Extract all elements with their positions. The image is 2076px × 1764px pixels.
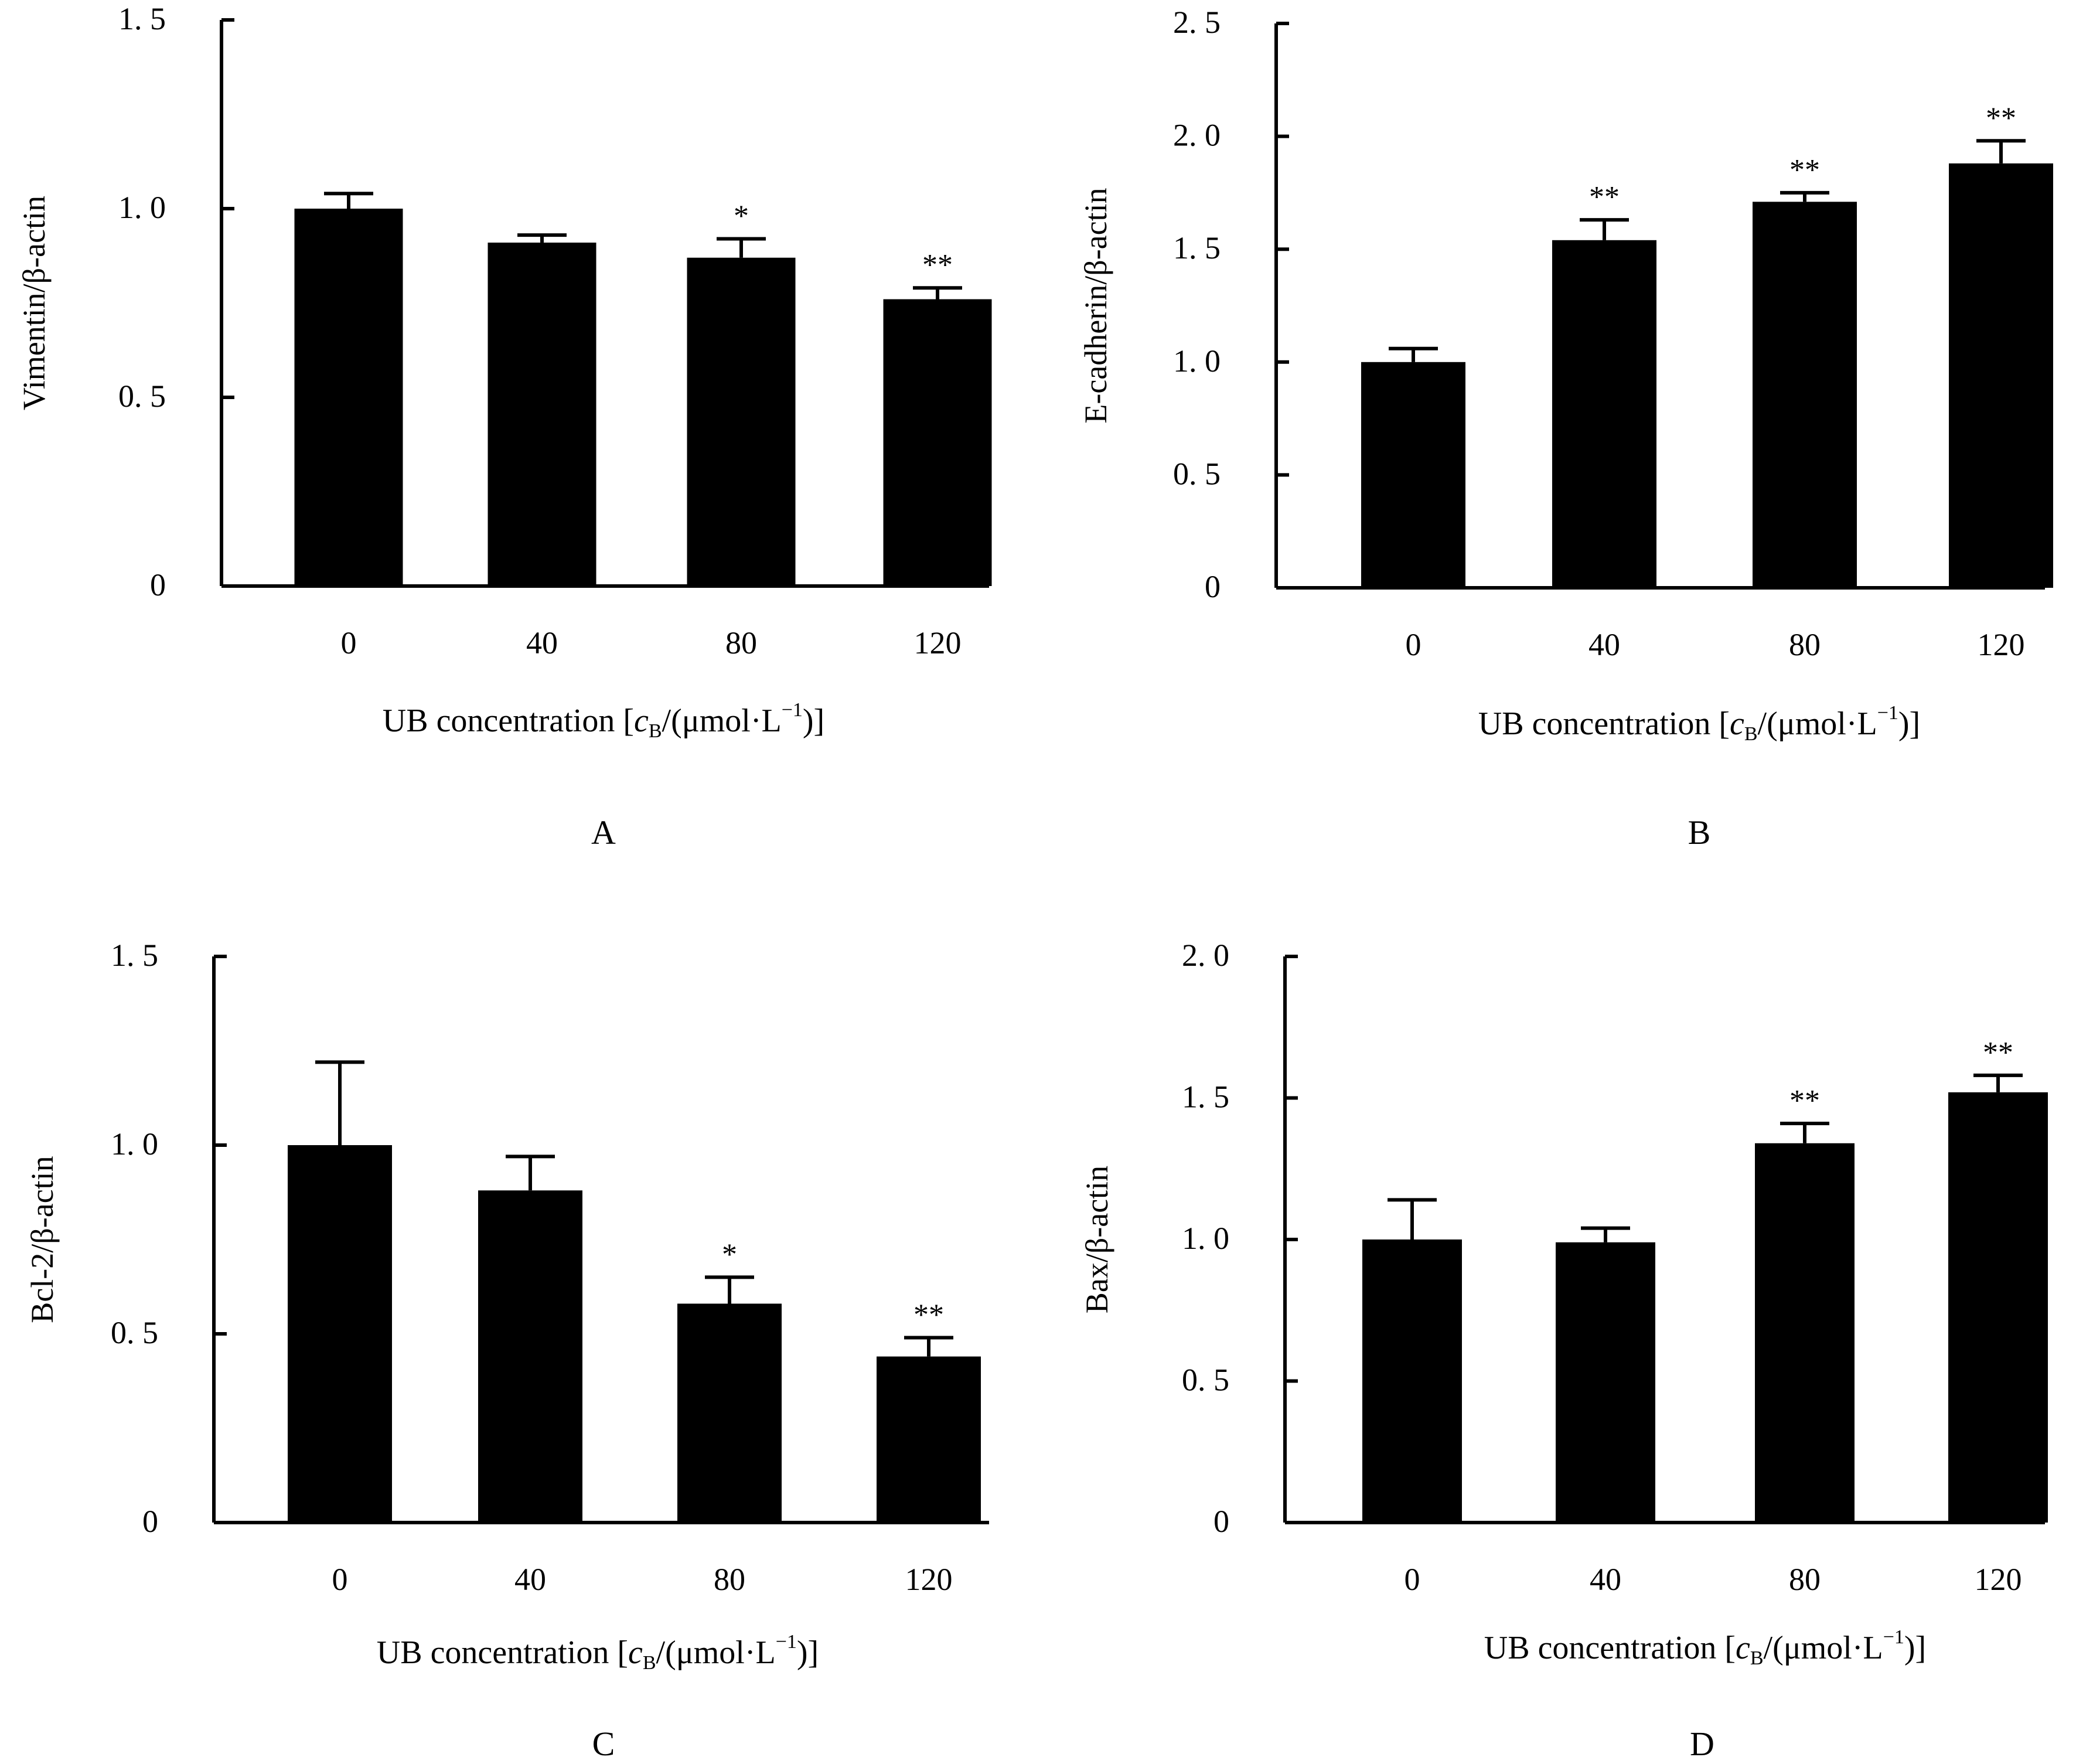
- x-tick-label: 40: [526, 625, 558, 660]
- bar: [1556, 1242, 1655, 1523]
- bar: [1753, 202, 1857, 588]
- panel-label: C: [592, 1725, 615, 1763]
- x-tick-label: 120: [914, 625, 962, 660]
- x-tick-label: 80: [1789, 627, 1821, 662]
- y-axis-title: Bcl-2/β-actin: [25, 1156, 60, 1323]
- bar: [1948, 1092, 2048, 1523]
- bar: [478, 1190, 582, 1523]
- x-axis-title: UB concentration [cB/(μmol·L−1)]: [1478, 702, 1920, 745]
- y-tick-label: 1. 5: [1173, 230, 1221, 265]
- y-tick-label: 2. 0: [1173, 118, 1221, 153]
- x-tick-label: 0: [1405, 1562, 1420, 1597]
- chart-panel-b: ** ** ** 0 0. 5 1. 0 1. 5 2. 0 2. 5 0 40 80 120 E-cad…: [1078, 5, 2053, 852]
- x-tick-label: 0: [341, 625, 357, 660]
- bar: [677, 1303, 782, 1523]
- x-tick-label: 80: [725, 625, 757, 660]
- y-tick-label: 0. 5: [111, 1315, 158, 1350]
- y-tick-label: 1. 5: [1182, 1079, 1229, 1115]
- y-tick-label: 0: [150, 567, 166, 602]
- y-tick-label: 0. 5: [1173, 456, 1221, 491]
- significance-marker: **: [1789, 1084, 1820, 1118]
- bar: [294, 209, 403, 586]
- x-tick-label: 120: [905, 1562, 953, 1597]
- y-tick-label: 1. 0: [111, 1126, 158, 1162]
- y-tick-label: 1. 5: [111, 938, 158, 973]
- y-tick-label: 0: [1213, 1504, 1229, 1539]
- y-axis-title: E-cadherin/β-actin: [1078, 188, 1113, 423]
- y-axis-title: Bax/β-actin: [1079, 1166, 1114, 1313]
- x-tick-label: 120: [1978, 627, 2025, 662]
- y-tick-label: 0. 5: [1182, 1363, 1229, 1398]
- y-tick-label: 0. 5: [118, 379, 166, 414]
- bar: [883, 299, 992, 586]
- y-tick-label: 1. 5: [118, 1, 166, 36]
- significance-marker: *: [722, 1238, 737, 1271]
- bar: [1949, 163, 2053, 588]
- panel-label: B: [1688, 813, 1711, 852]
- significance-marker: **: [922, 248, 953, 282]
- x-tick-label: 80: [714, 1562, 745, 1597]
- y-tick-label: 2. 0: [1182, 938, 1229, 973]
- bar: [1755, 1143, 1855, 1523]
- bar: [1552, 240, 1656, 588]
- x-tick-label: 40: [514, 1562, 546, 1597]
- x-tick-label: 0: [1406, 627, 1422, 662]
- x-tick-label: 40: [1590, 1562, 1621, 1597]
- significance-marker: **: [1789, 154, 1820, 187]
- bar: [288, 1145, 392, 1523]
- x-tick-label: 80: [1789, 1562, 1821, 1597]
- chart-panel-d: ** ** 0 0. 5 1. 0 1. 5 2. 0 0 40 80 120 Bax/β-actin…: [1079, 938, 2048, 1763]
- x-axis-title: UB concentration [cB/(μmol·L−1)]: [377, 1631, 819, 1674]
- y-tick-label: 0: [1205, 569, 1221, 604]
- bar: [877, 1356, 981, 1523]
- chart-panel-c: ***00. 51. 01. 50 40 80 120Bcl-2/β-actinUB …: [25, 938, 989, 1763]
- x-tick-label: 120: [1975, 1562, 2022, 1597]
- bar: [488, 242, 596, 587]
- significance-marker: **: [913, 1298, 944, 1331]
- significance-marker: **: [1983, 1036, 2013, 1070]
- x-tick-label: 40: [1588, 627, 1620, 662]
- bar: [1362, 1239, 1462, 1523]
- y-tick-label: 0: [142, 1504, 158, 1539]
- y-axis-title: Vimentin/β-actin: [16, 196, 52, 410]
- significance-marker: **: [1986, 101, 2016, 135]
- x-axis-title: UB concentration [cB/(μmol·L−1)]: [1484, 1626, 1926, 1669]
- bar: [1361, 362, 1465, 588]
- y-tick-label: 2. 5: [1173, 5, 1221, 40]
- x-axis-title: UB concentration [cB/(μmol·L−1)]: [383, 699, 824, 742]
- chart-panel-a: ***00. 51. 01. 50 40 80 120Vimentin/β-actin…: [16, 1, 992, 852]
- panel-label: A: [591, 813, 616, 852]
- significance-marker: **: [1589, 181, 1620, 214]
- panel-label: D: [1690, 1725, 1714, 1763]
- x-tick-label: 0: [332, 1562, 348, 1597]
- bar: [687, 257, 796, 587]
- significance-marker: *: [734, 200, 749, 233]
- y-tick-label: 1. 0: [118, 190, 166, 225]
- y-tick-label: 1. 0: [1182, 1221, 1229, 1256]
- y-tick-label: 1. 0: [1173, 343, 1221, 379]
